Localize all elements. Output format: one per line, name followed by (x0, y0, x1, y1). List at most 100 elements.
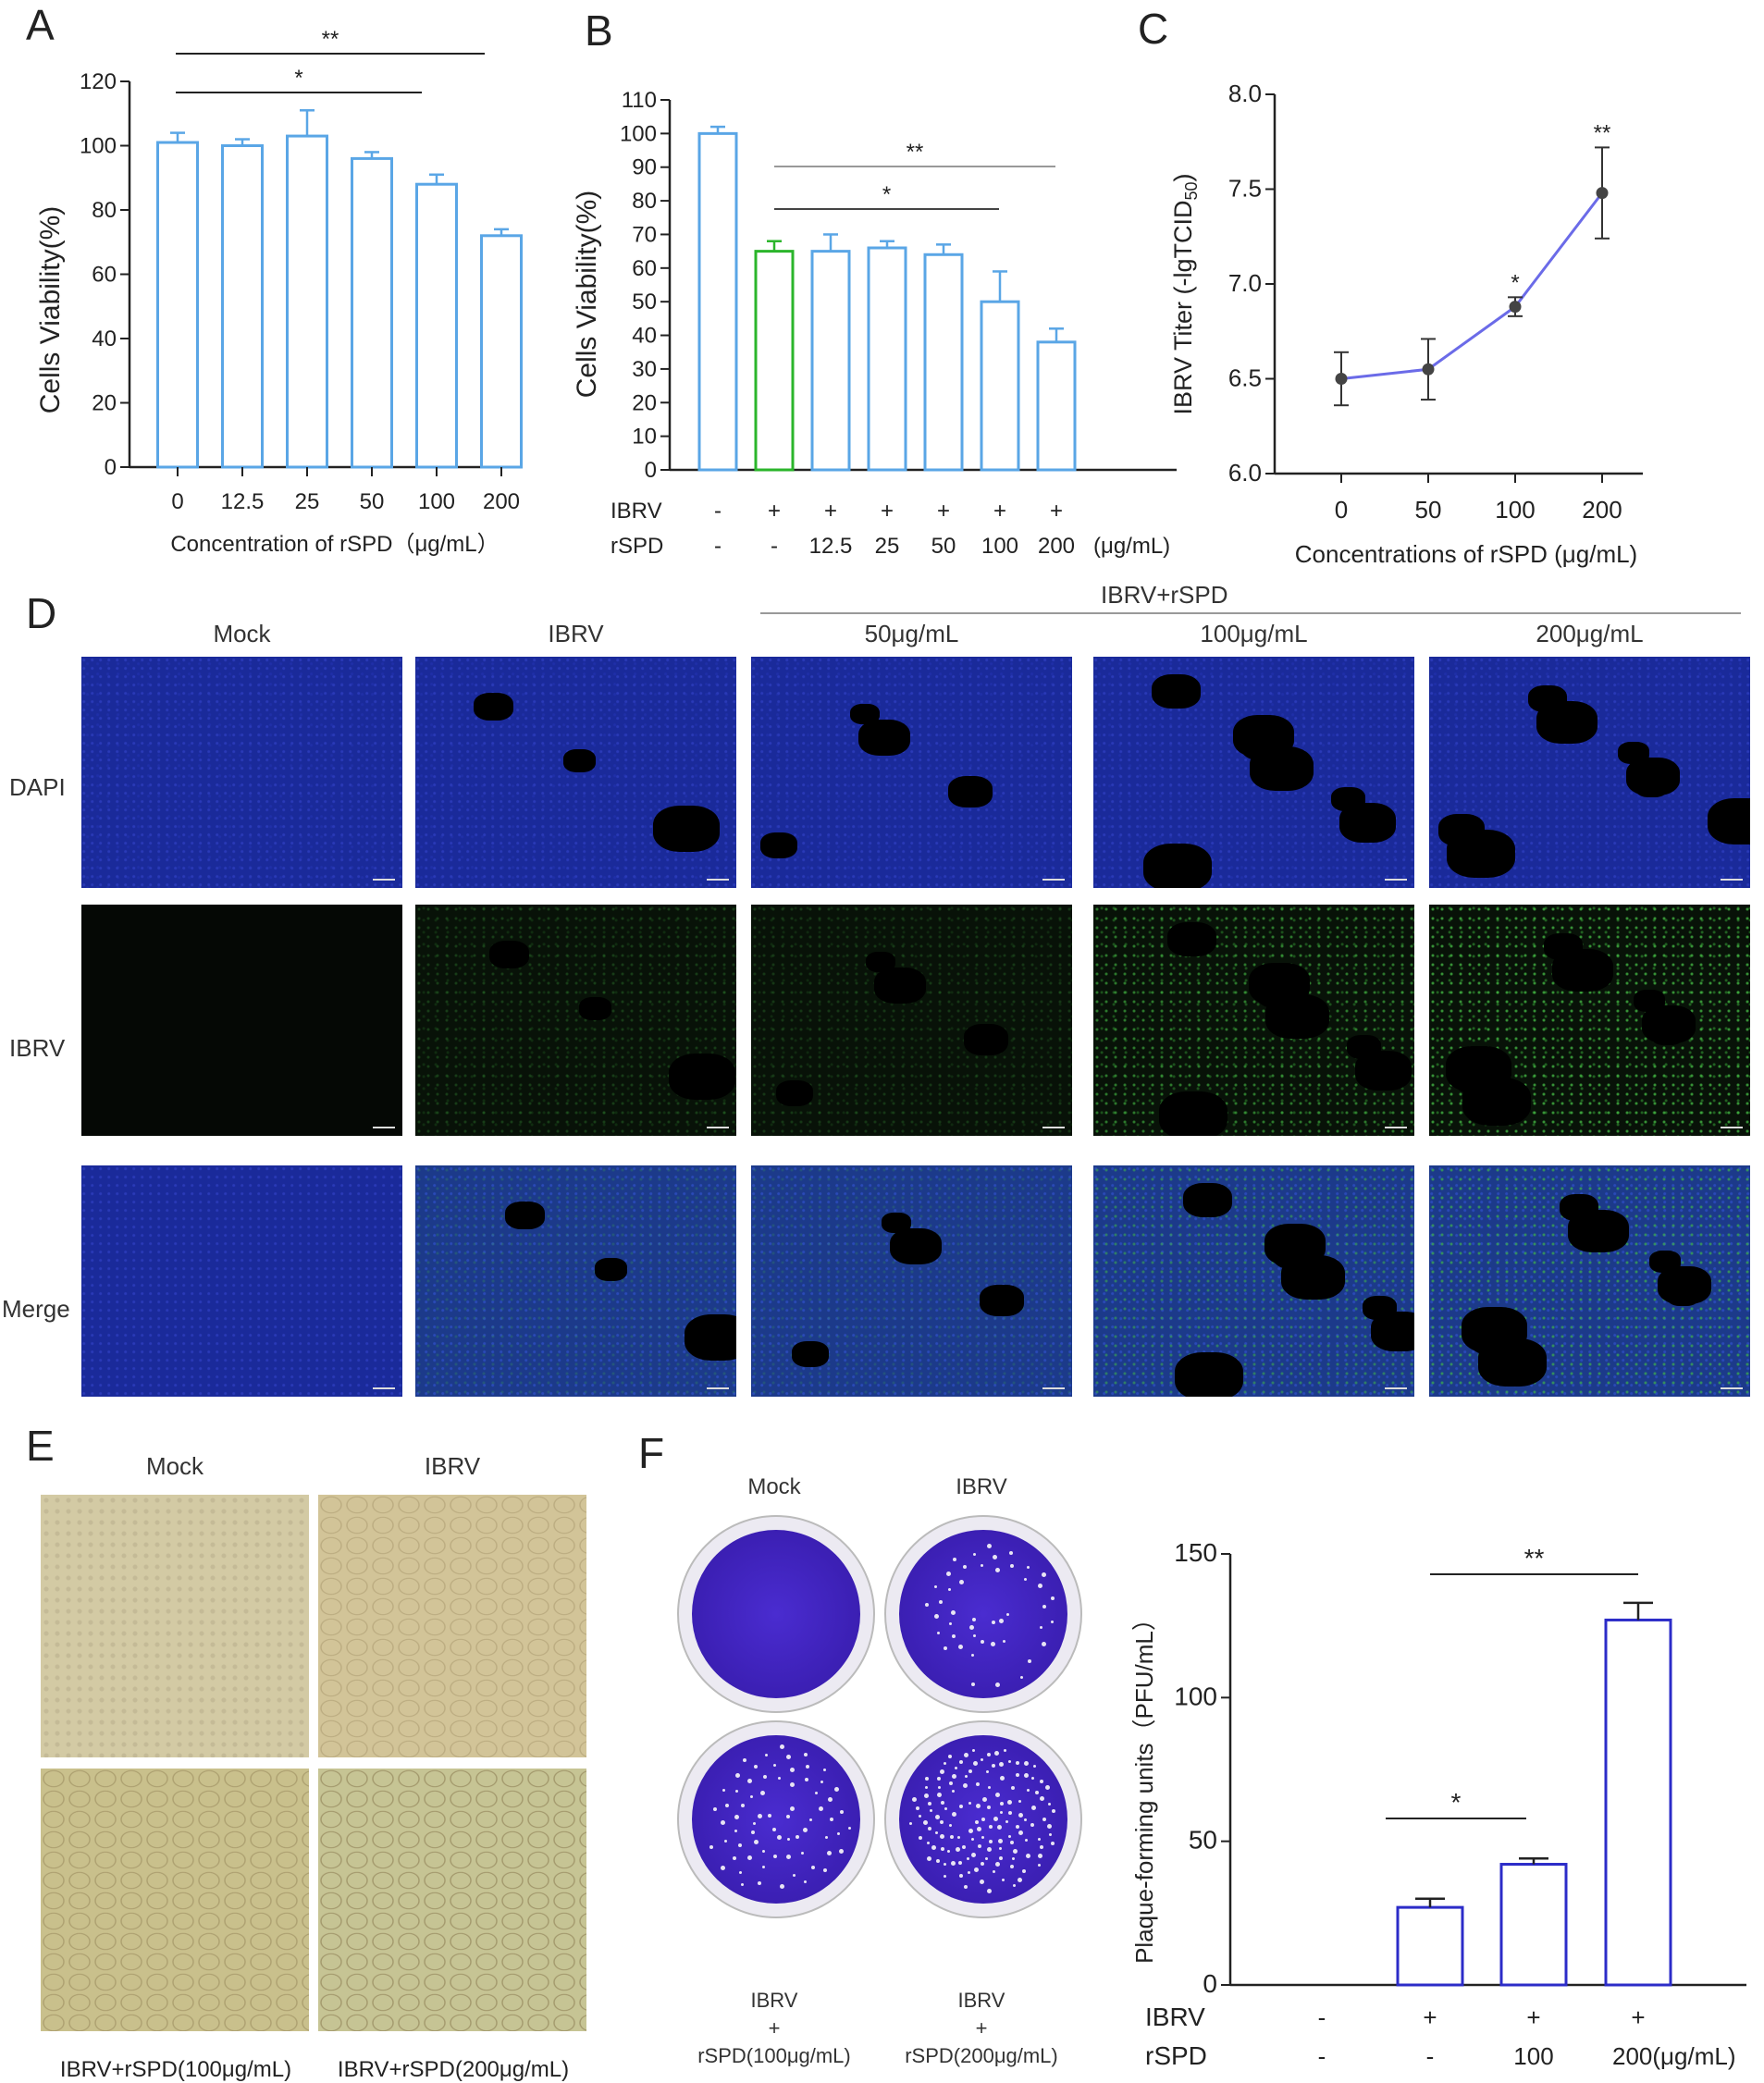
plaque (994, 1567, 1000, 1572)
cell-free-area (866, 952, 895, 973)
plaque (738, 1843, 743, 1848)
plaque (809, 1818, 813, 1821)
row-value: 200 (1038, 534, 1075, 559)
plaque (1006, 1612, 1010, 1616)
cell-free-area (1347, 1035, 1381, 1059)
plaque (800, 1851, 804, 1855)
micrograph (81, 657, 402, 888)
micrograph (415, 657, 736, 888)
cell-free-area (1233, 715, 1294, 758)
plaque (1042, 1641, 1047, 1646)
plaque (830, 1817, 834, 1821)
row-value: 100 (1513, 2042, 1553, 2070)
plaque (752, 1821, 756, 1825)
micrograph (81, 905, 402, 1136)
plaque (943, 1874, 946, 1878)
plaque (1012, 1849, 1018, 1855)
bar (697, 131, 738, 472)
column-label: IBRV (548, 620, 604, 647)
plaque (1051, 1842, 1055, 1846)
plaque (1018, 1812, 1023, 1818)
y-tick-label: 7.5 (1228, 175, 1262, 203)
plaque (967, 1856, 970, 1860)
plaque (772, 1763, 776, 1767)
cell-free-area (964, 1024, 1008, 1055)
plaque (958, 1760, 963, 1765)
x-tick-label: 0 (1335, 496, 1348, 524)
plaque (722, 1788, 725, 1792)
plaque (1045, 1785, 1051, 1791)
plate-well (884, 1720, 1082, 1918)
plaque (924, 1776, 929, 1781)
plaque (973, 1553, 977, 1557)
plaque (790, 1806, 796, 1812)
row-value: + (1631, 2003, 1645, 2031)
plaque (954, 1766, 957, 1769)
plaque (1005, 1820, 1008, 1824)
x-tick-label: 0 (171, 489, 183, 514)
chart-b-ylabel: Cells Viability(%) (572, 191, 602, 399)
cell-free-area (1249, 963, 1310, 1006)
plaque (980, 1758, 983, 1762)
unit-label: (μg/mL) (1093, 534, 1170, 559)
row-value: 50 (931, 534, 956, 559)
micrograph (415, 905, 736, 1136)
plaque (947, 1587, 951, 1591)
plaque (933, 1585, 937, 1589)
row-value: - (714, 499, 722, 524)
stained-monolayer (899, 1530, 1067, 1698)
plaque (847, 1826, 851, 1830)
panel-label-e: E (26, 1422, 55, 1470)
plaque (725, 1803, 730, 1807)
plaque (838, 1848, 844, 1854)
plate-condition-label: rSPD(200μg/mL) (905, 2044, 1058, 2067)
plaque (994, 1750, 999, 1756)
row-value: + (1526, 2003, 1540, 2031)
y-tick-label: 80 (92, 198, 117, 223)
micrograph (1093, 905, 1414, 1136)
panel-label-d: D (26, 589, 57, 637)
plaque (999, 1775, 1005, 1781)
y-tick-label: 6.0 (1228, 459, 1262, 487)
cell-free-area (882, 1213, 911, 1234)
row-value: + (993, 499, 1006, 524)
plate-label: IBRV (956, 1474, 1007, 1499)
point-significance: * (1511, 270, 1519, 295)
plaque (971, 1837, 975, 1841)
micrograph (751, 905, 1072, 1136)
chart-f-ylabel: Plaque-forming units（PFU/mL） (1130, 1607, 1158, 1964)
plaque (759, 1791, 765, 1796)
condition-label: IBRV+rSPD(100μg/mL) (59, 2057, 292, 2082)
row-label-ibrv: IBRV (1145, 2003, 1205, 2031)
plaque (1007, 1760, 1011, 1764)
y-tick-label: 0 (645, 458, 657, 483)
plaque (951, 1790, 955, 1793)
significance-label: * (882, 182, 891, 207)
plaque (828, 1797, 833, 1803)
plaque (976, 1782, 981, 1787)
plaque (1019, 1675, 1023, 1679)
chart-c-xlabel: Concentrations of rSPD (μg/mL) (1295, 540, 1637, 568)
plaque (721, 1866, 726, 1871)
plaque (1015, 1773, 1019, 1778)
cell-free-area (948, 776, 993, 807)
y-tick-label: 80 (632, 189, 657, 214)
x-tick-label: 100 (418, 489, 455, 514)
plaque (1015, 1825, 1019, 1830)
group-line (760, 612, 1741, 614)
row-value: - (1318, 2003, 1326, 2031)
plaque (958, 1861, 963, 1866)
scale-bar (1721, 1127, 1743, 1128)
plaque (971, 1749, 975, 1753)
plaque (1011, 1786, 1016, 1791)
plaque (734, 1815, 740, 1820)
plaque (1021, 1869, 1026, 1874)
plaque (778, 1777, 782, 1781)
plaque (930, 1808, 933, 1812)
plaque (780, 1744, 785, 1750)
plaque (825, 1835, 829, 1839)
plaque (1018, 1800, 1021, 1804)
plaque (936, 1632, 940, 1635)
micrograph (1093, 1165, 1414, 1397)
